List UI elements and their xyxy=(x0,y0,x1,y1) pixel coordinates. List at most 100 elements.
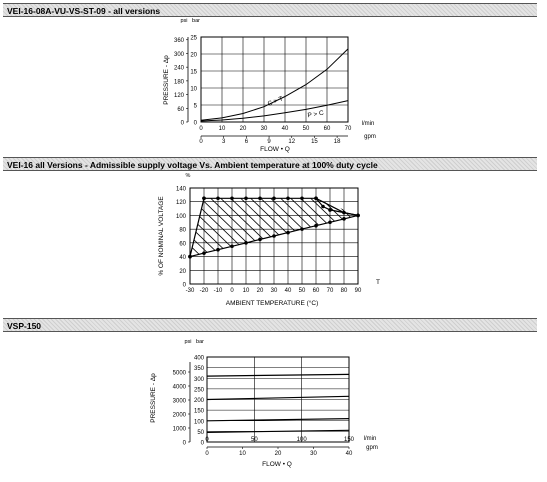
x-tick-label-lmin: 100 xyxy=(297,437,308,443)
lower-boundary-point xyxy=(300,227,304,231)
y-tick-label-psi: 0 xyxy=(183,441,187,447)
x-tick-label-gpm: 12 xyxy=(288,139,295,145)
x-tick-label: 70 xyxy=(327,288,334,294)
y-tick-label: 140 xyxy=(176,187,187,193)
lower-boundary-point xyxy=(202,251,206,255)
x-tick-label: 20 xyxy=(257,288,264,294)
y-tick-label: 100 xyxy=(176,214,187,220)
lower-boundary-point xyxy=(314,223,318,228)
plot-frame xyxy=(200,36,349,123)
y-tick-label: 80 xyxy=(179,228,186,234)
lower-boundary-point xyxy=(258,237,262,242)
y-tick-label-psi: 300 xyxy=(174,52,185,58)
x-tick-label: 90 xyxy=(355,288,362,294)
x-tick-label-gpm: 0 xyxy=(205,451,209,457)
x-axis-label: FLOW • Q xyxy=(260,146,290,153)
y-tick-label: 40 xyxy=(179,255,186,261)
y-tick-label-bar: 150 xyxy=(194,409,205,415)
upper-boundary-point xyxy=(286,196,290,201)
x-tick-label-lmin: 50 xyxy=(251,437,258,443)
upper-boundary-point xyxy=(328,208,332,212)
x-tick-label: -20 xyxy=(200,288,209,294)
hatch-line xyxy=(190,198,251,257)
x-tick-label-lmin: 70 xyxy=(345,126,352,132)
x-unit: T xyxy=(376,279,380,286)
x-tick-label: 10 xyxy=(243,288,250,294)
y-tick-label: 20 xyxy=(179,269,186,275)
y-tick-label: 0 xyxy=(183,283,187,289)
y-axis-label: % OF NOMINAL VOLTAGE xyxy=(158,196,165,276)
upper-boundary-point xyxy=(230,196,234,201)
x-tick-label-gpm: 40 xyxy=(346,451,353,457)
voltage-temperature-chart: 0 20 40 60 80 100 120 140% % OF NOMINAL VOLTAGE -… xyxy=(158,173,380,307)
x-tick-label: 40 xyxy=(285,288,292,294)
y-tick-label-psi: 4000 xyxy=(173,385,187,391)
section-header-2: VEI-16 all Versions - Admissible supply … xyxy=(3,157,537,171)
series-line-4 xyxy=(206,429,350,433)
y-axis-label: PRESSURE - Δp xyxy=(163,55,170,105)
x-tick-label: 50 xyxy=(299,288,306,294)
hatch-line xyxy=(199,198,301,257)
x-unit-lmin: l/min xyxy=(362,121,375,127)
series-label-2: P > C xyxy=(307,110,325,120)
y-tick-label-bar: 0 xyxy=(201,441,205,447)
y-tick-label-bar: 0 xyxy=(194,121,198,127)
lower-boundary-point xyxy=(244,241,248,245)
x-unit-lmin: l/min xyxy=(364,436,377,442)
upper-boundary-point xyxy=(216,196,220,201)
upper-boundary-branch-point xyxy=(342,210,346,215)
y-tick-label-bar: 5 xyxy=(194,104,198,110)
lower-boundary-point xyxy=(356,213,360,218)
y-tick-label-bar: 15 xyxy=(190,70,197,76)
hatch-line xyxy=(209,198,311,257)
y-unit-psi: psi xyxy=(184,339,191,345)
x-tick-label: -30 xyxy=(186,288,195,294)
x-tick-label-gpm: 20 xyxy=(275,451,282,457)
y-tick-label-bar: 10 xyxy=(190,87,197,93)
x-tick-label-gpm: 6 xyxy=(245,139,249,145)
series-line-2 xyxy=(200,100,349,122)
series-line-3 xyxy=(206,418,350,422)
x-tick-label-lmin: 0 xyxy=(199,126,203,132)
y-tick-label-psi: 60 xyxy=(177,107,184,113)
y-tick-label-bar: 200 xyxy=(194,398,205,404)
x-tick-label: 60 xyxy=(313,288,320,294)
x-tick-label-gpm: 10 xyxy=(239,451,246,457)
series-line-1 xyxy=(200,48,349,121)
y-tick-label-bar: 20 xyxy=(190,53,197,59)
y-unit-psi: psi xyxy=(180,18,187,24)
pressure-drop-chart: 0510152025bar060120180240300360psiPRESSU… xyxy=(163,18,376,153)
series-line-2 xyxy=(206,395,350,401)
y-axis-label: PRESSURE - Δp xyxy=(150,373,157,423)
lower-boundary-point xyxy=(286,230,290,235)
lower-boundary-point xyxy=(328,220,332,225)
upper-boundary-branch-point xyxy=(314,196,318,201)
x-tick-label: 30 xyxy=(271,288,278,294)
hatch-line xyxy=(190,198,271,257)
lower-boundary-point xyxy=(342,217,346,221)
y-tick-label-bar: 350 xyxy=(194,366,205,372)
hatch-line xyxy=(190,198,261,257)
left-boundary-point xyxy=(188,254,192,259)
x-tick-label: -10 xyxy=(214,288,223,294)
y-tick-label-psi: 120 xyxy=(174,93,185,99)
plot-frame xyxy=(189,187,359,285)
y-tick-label-psi: 0 xyxy=(181,121,185,127)
x-tick-label-lmin: 20 xyxy=(240,126,247,132)
upper-boundary-point xyxy=(300,196,304,201)
y-unit: % xyxy=(186,173,191,179)
x-tick-label-gpm: 3 xyxy=(222,139,226,145)
x-axis-label: AMBIENT TEMPERATURE (°C) xyxy=(226,299,319,307)
x-tick-label-lmin: 30 xyxy=(261,126,268,132)
y-tick-label: 120 xyxy=(176,200,187,206)
upper-boundary-point xyxy=(321,204,325,209)
lower-boundary-point xyxy=(230,244,234,249)
hatch-line xyxy=(219,198,321,257)
y-tick-label-psi: 360 xyxy=(174,38,185,44)
x-tick-label-lmin: 40 xyxy=(282,126,289,132)
x-tick-label-lmin: 60 xyxy=(324,126,331,132)
x-tick-label-lmin: 50 xyxy=(303,126,310,132)
x-axis-label: FLOW • Q xyxy=(262,461,292,468)
